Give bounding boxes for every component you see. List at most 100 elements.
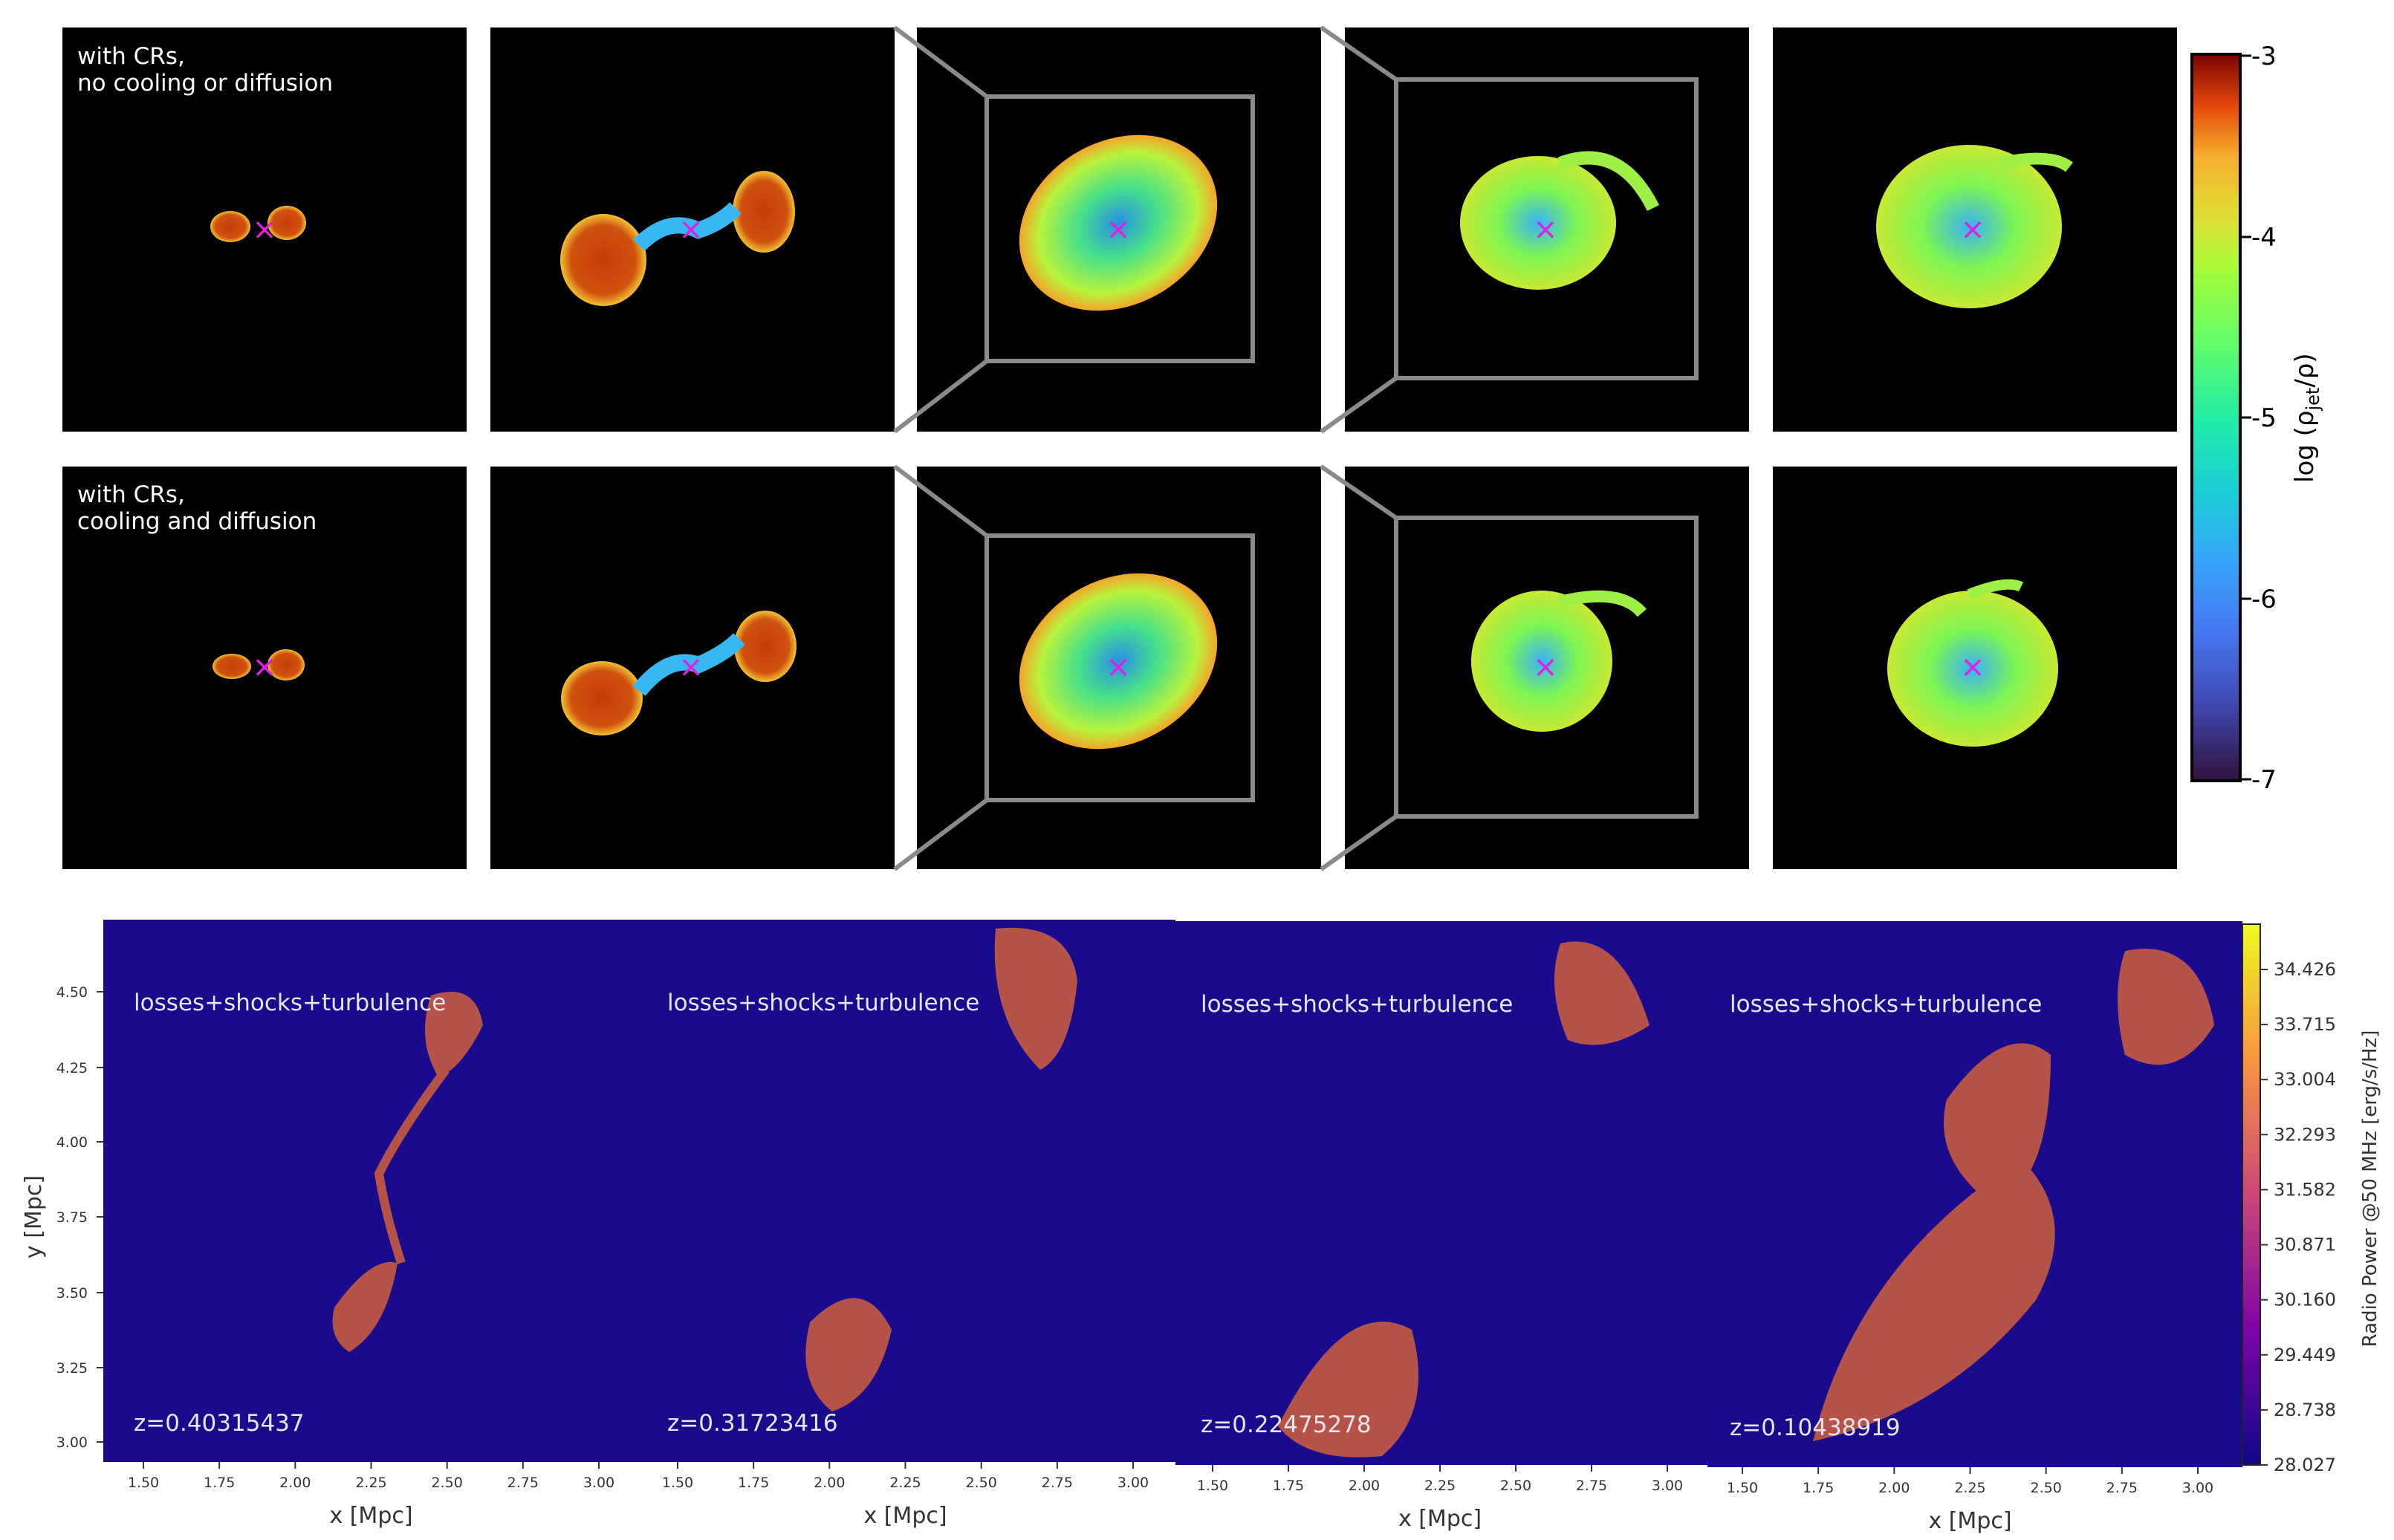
jet-swirl [1887, 591, 2058, 747]
zoom-connector [893, 798, 988, 871]
xtick-label: 2.25 [1954, 1480, 1985, 1496]
xtick-label: 1.75 [1803, 1480, 1834, 1496]
top-colorbar-tick: -4 [2251, 223, 2277, 253]
zoom-box-r2-c4 [1394, 516, 1699, 819]
jet-swirl [1471, 591, 1612, 732]
xtick-label: 2.50 [966, 1475, 997, 1491]
ytick: 4.00 [56, 1134, 88, 1151]
radio-colorbar-bar [2242, 923, 2261, 1466]
jet-channel [632, 633, 745, 697]
center-marker: × [1960, 212, 1985, 247]
row2-label-line1: with CRs, [77, 481, 185, 508]
radio-colorbar-ticks: 34.426 33.715 33.004 32.293 31.582 30.871 30.1… [2260, 959, 2336, 1475]
ytick: 3.75 [56, 1209, 88, 1226]
radio-lobe [1278, 1322, 1418, 1458]
top-colorbar-ticks: -3 -4 -5 -6 -7 [2240, 42, 2277, 795]
xtick-label: 2.25 [889, 1475, 921, 1491]
radio-panel-3-redshift: z=0.22475278 [1201, 1411, 1372, 1438]
jet-arm [1967, 579, 2024, 600]
xtick-label: 1.50 [128, 1475, 159, 1491]
jet-arm [1557, 151, 1660, 212]
radio-colorbar-tick: 29.449 [2274, 1345, 2336, 1365]
xtick-label: 3.00 [583, 1475, 614, 1491]
radio-colorbar-tick: 33.004 [2274, 1069, 2336, 1090]
xtick-label: 2.75 [507, 1475, 539, 1491]
panel-r1-c1 [62, 27, 467, 432]
radio-ylabel: y [Mpc] [21, 1175, 47, 1258]
xtick-label: 1.50 [1727, 1480, 1758, 1496]
radio-lobe [2118, 949, 2214, 1065]
radio-colorbar-tick: 32.293 [2274, 1124, 2336, 1145]
radio-lobe [805, 1298, 892, 1411]
center-marker: × [252, 650, 277, 684]
jet-swirl [1019, 573, 1218, 750]
zoom-indicators [893, 25, 1699, 871]
jet-lobe [267, 649, 305, 680]
radio-tail [374, 1067, 450, 1264]
xtick-label: 2.00 [1878, 1480, 1910, 1496]
zoom-box-r1-c3 [984, 94, 1255, 363]
zoom-connector [1320, 25, 1398, 82]
radio-panel-3-annotation: losses+shocks+turbulence [1201, 991, 1513, 1018]
top-colorbar-tick: -7 [2251, 765, 2277, 795]
xtick-label: 1.75 [738, 1475, 769, 1491]
radio-lobe [332, 1261, 398, 1352]
radio-xlabel: x [Mpc] [1398, 1506, 1482, 1532]
jet-lobe [213, 654, 251, 679]
xtick-label: 2.75 [1042, 1475, 1073, 1491]
jet-lobe [210, 211, 250, 242]
jet-lobe [267, 206, 306, 240]
zoom-connector [893, 464, 988, 538]
ytick: 3.25 [56, 1360, 88, 1377]
zoom-connector [893, 359, 988, 434]
center-marker: × [678, 212, 704, 247]
radio-lobe [425, 992, 483, 1077]
jet-arm [1997, 152, 2073, 172]
xtick-label: 2.25 [1424, 1478, 1456, 1494]
radio-panel-2 [640, 920, 1175, 1462]
radio-colorbar: 34.426 33.715 33.004 32.293 31.582 30.871 30.1… [2242, 923, 2381, 1475]
top-colorbar: -3 -4 -5 -6 -7 log (ρjet/ρ) [2190, 42, 2323, 795]
radio-colorbar-tick: 28.027 [2274, 1455, 2336, 1475]
jet-swirl [1460, 156, 1616, 290]
center-markers: × × × × × × × × × × [252, 212, 1985, 684]
radio-emission [332, 927, 2214, 1458]
xtick-label: 2.50 [432, 1475, 463, 1491]
panel-r2-c1 [62, 467, 467, 869]
ytick: 4.25 [56, 1060, 88, 1076]
radio-lobe [1944, 1043, 2051, 1203]
center-marker: × [1960, 650, 1985, 684]
radio-lobe [1813, 1159, 2055, 1441]
top-colorbar-tick: -5 [2251, 403, 2277, 433]
top-colorbar-bar [2190, 53, 2242, 782]
xtick-label: 3.00 [1117, 1475, 1149, 1491]
bottom-panels [103, 920, 2242, 1467]
row1-label-line2: no cooling or diffusion [77, 70, 333, 97]
jet-blobs [210, 134, 2073, 750]
zoom-connector [1320, 376, 1398, 434]
radio-xlabel: x [Mpc] [863, 1503, 947, 1529]
radio-xaxes: 1.50 1.75 2.00 2.25 2.50 2.75 3.00 x [Mpc] 1.50 1… [128, 1462, 2213, 1534]
ytick: 3.00 [56, 1435, 88, 1451]
radio-panel-4-annotation: losses+shocks+turbulence [1730, 991, 2042, 1018]
radio-panel-1-redshift: z=0.40315437 [134, 1410, 305, 1437]
jet-swirl [1876, 145, 2062, 308]
jet-lobe [561, 661, 643, 735]
center-marker: × [1106, 650, 1131, 684]
jet-lobe [734, 611, 797, 682]
radio-colorbar-tick: 31.582 [2274, 1179, 2336, 1200]
xtick-label: 1.75 [204, 1475, 235, 1491]
radio-annotations: losses+shocks+turbulence losses+shocks+t… [134, 990, 2042, 1441]
radio-yaxis: 4.50 4.25 4.00 3.75 3.50 3.25 3.00 [56, 984, 103, 1451]
xtick-label: 3.00 [1652, 1478, 1683, 1494]
zoom-box-r1-c4 [1394, 77, 1699, 380]
xtick-label: 3.00 [2182, 1480, 2213, 1496]
zoom-connector [893, 25, 988, 99]
radio-xlabel: x [Mpc] [329, 1503, 412, 1529]
jet-arm [1559, 590, 1647, 617]
center-marker: × [252, 212, 277, 247]
jet-lobe [733, 171, 795, 253]
jet-channel [633, 202, 742, 251]
ytick: 3.50 [56, 1285, 88, 1302]
